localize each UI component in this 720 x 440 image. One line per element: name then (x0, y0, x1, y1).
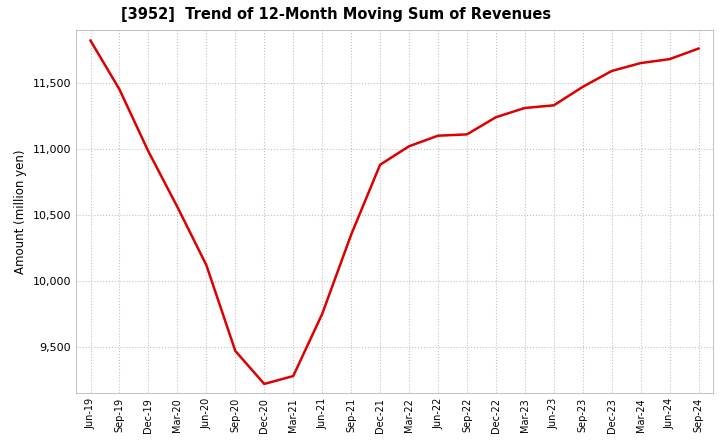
Y-axis label: Amount (million yen): Amount (million yen) (14, 149, 27, 274)
Text: [3952]  Trend of 12-Month Moving Sum of Revenues: [3952] Trend of 12-Month Moving Sum of R… (121, 7, 551, 22)
